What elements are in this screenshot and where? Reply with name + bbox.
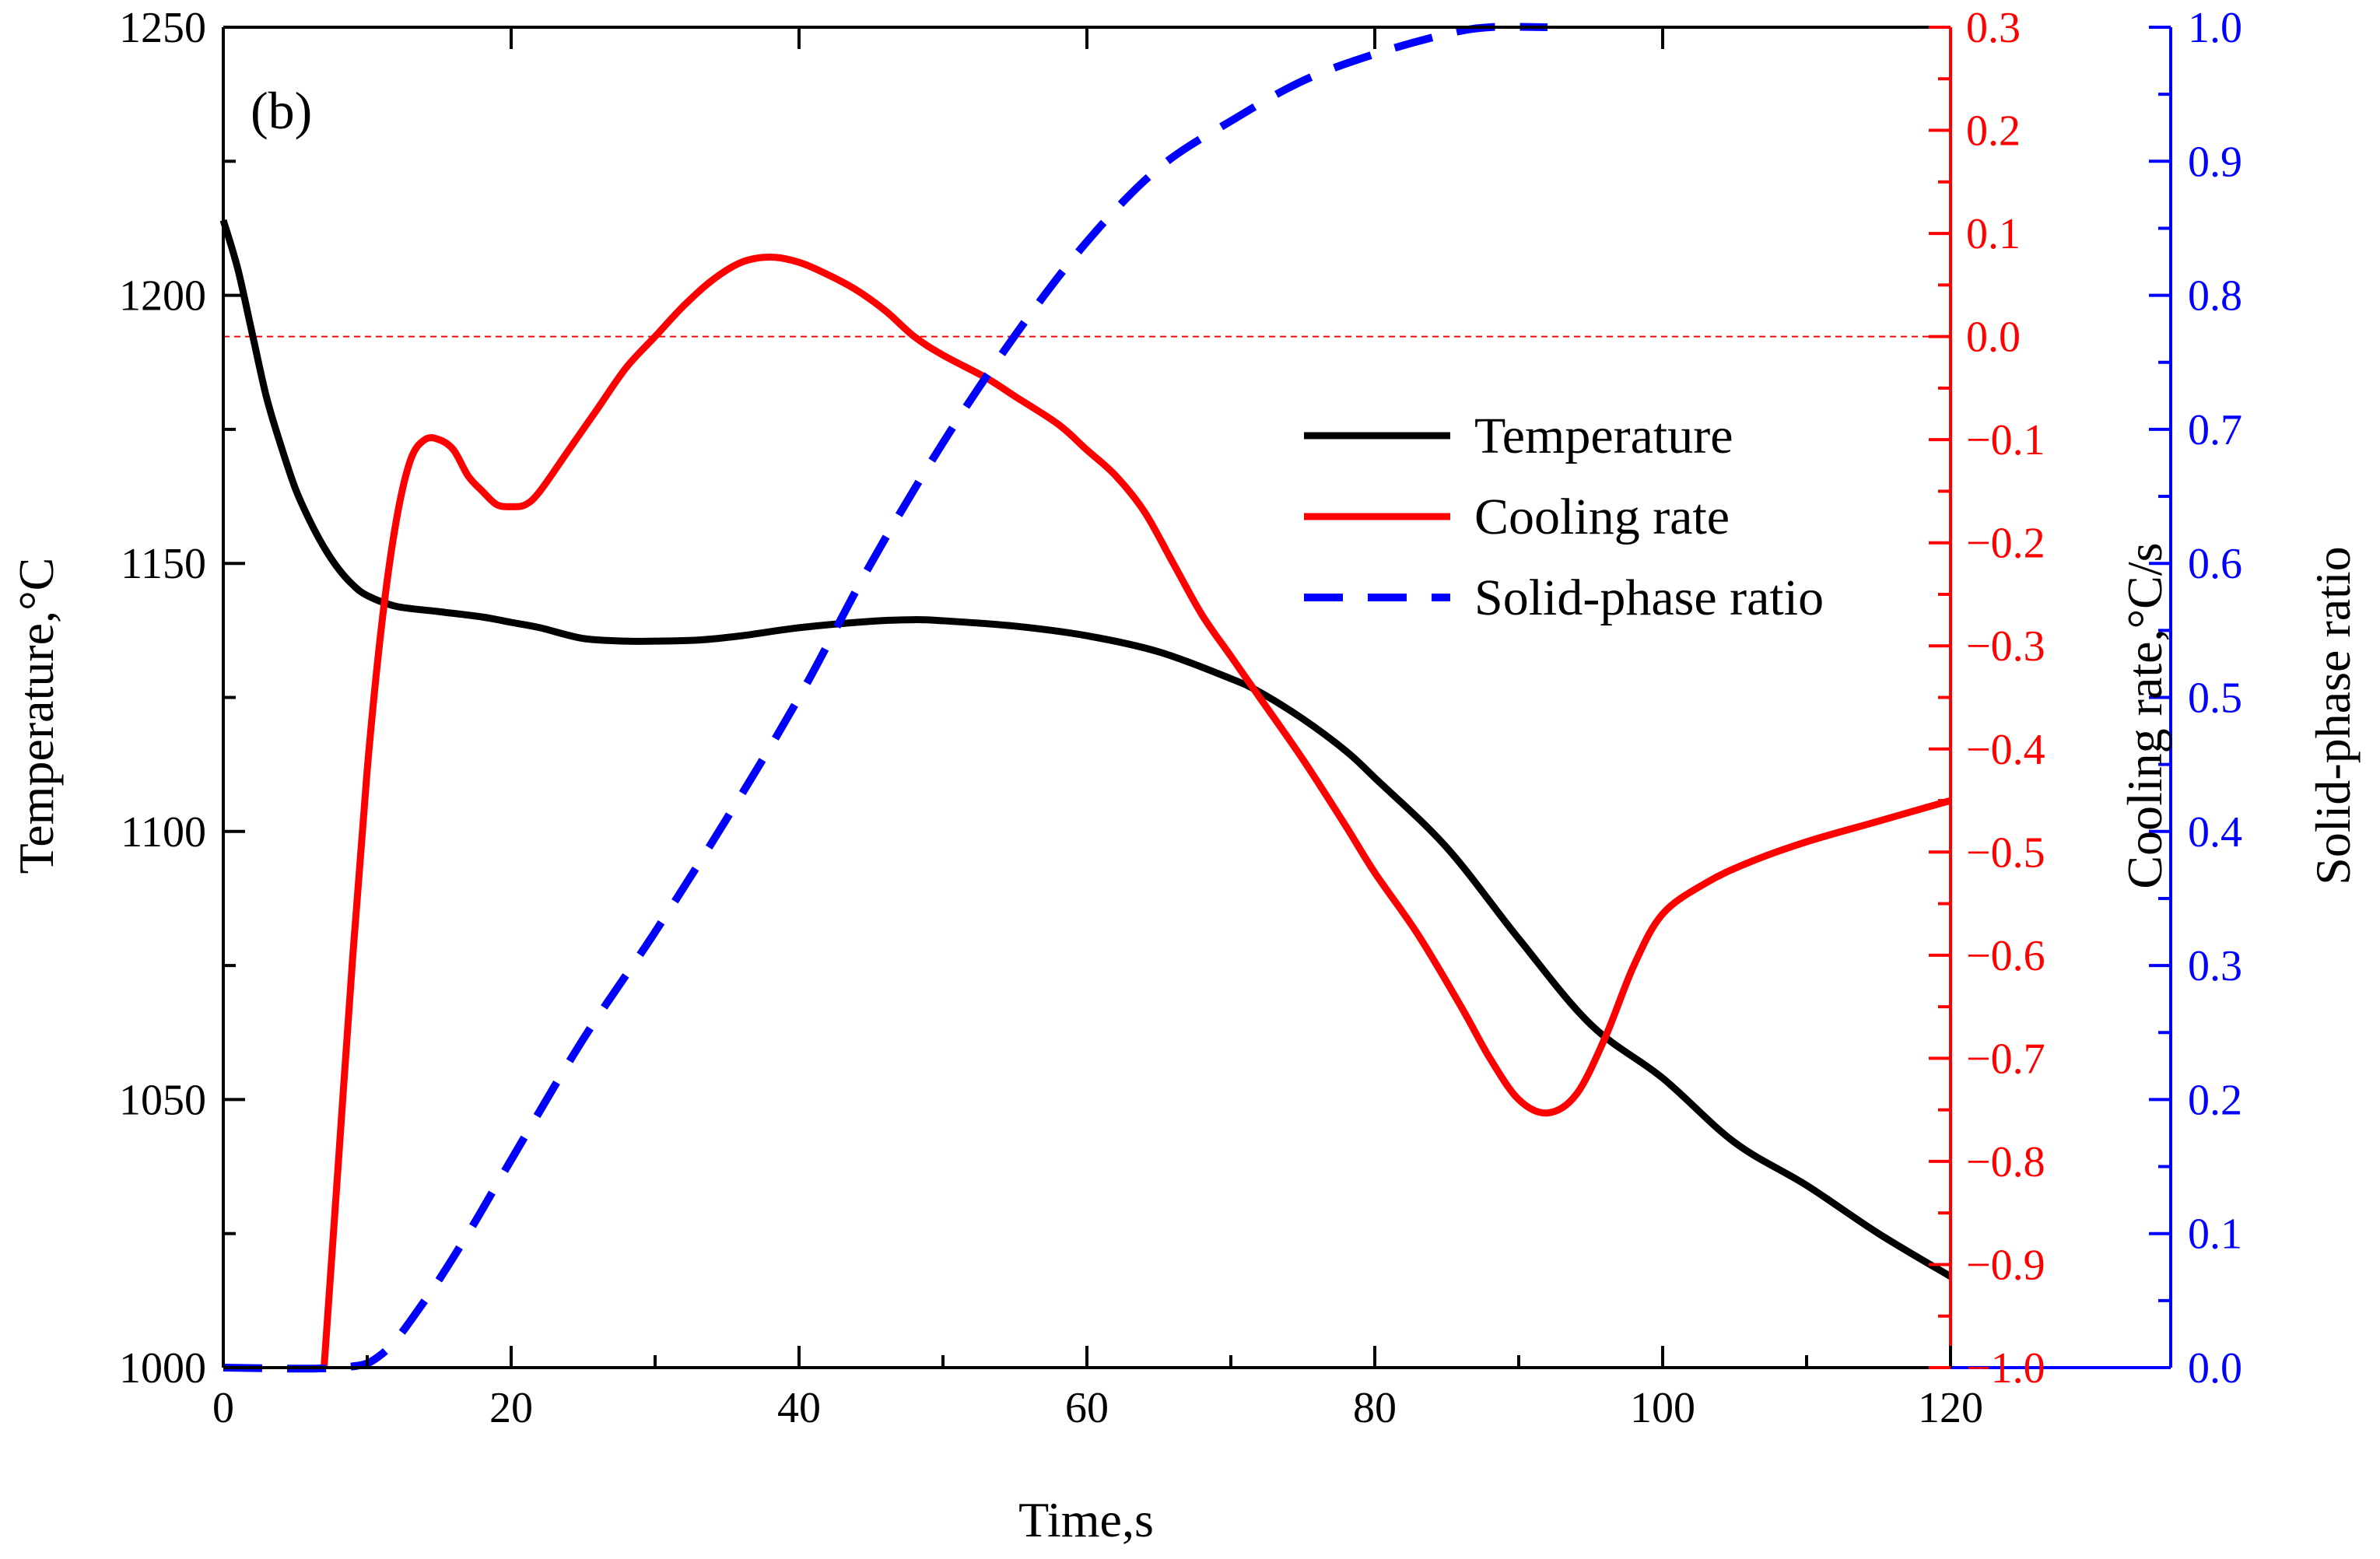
- series-line-solid-phase-ratio: [223, 23, 1548, 1373]
- y-tick-label-cooling-rate: 0.0: [1966, 314, 2021, 362]
- y-tick-label-cooling-rate: 0.1: [1966, 210, 2021, 258]
- y-tick-label-solid-phase-ratio: 0.2: [2188, 1076, 2242, 1124]
- y-tick-label-cooling-rate: −1.0: [1966, 1344, 2045, 1393]
- x-axis-title: Time,s: [1018, 1492, 1154, 1547]
- y-tick-label-solid-phase-ratio: 0.0: [2188, 1344, 2242, 1393]
- x-tick-label: 120: [1918, 1384, 1983, 1432]
- y-axis-title-solid-phase-ratio: Solid-phase ratio: [2305, 546, 2361, 885]
- y-tick-label-cooling-rate: −0.9: [1966, 1241, 2045, 1289]
- series-line-temperature: [219, 219, 1953, 1280]
- x-tick-label: 100: [1630, 1384, 1695, 1432]
- y-tick-label-solid-phase-ratio: 0.6: [2188, 540, 2242, 588]
- tick-labels-layer: 0 20 40 60 80 100 120 1000 1050 1100 1150 1200 1250 −…: [119, 4, 2242, 1432]
- x-tick-label: 60: [1065, 1384, 1109, 1432]
- y-tick-label-cooling-rate: −0.2: [1966, 520, 2045, 568]
- y-axis-title-temperature: Temperature,°C: [9, 558, 64, 874]
- y-tick-label-temperature: 1050: [119, 1076, 206, 1124]
- y-tick-label-cooling-rate: −0.7: [1966, 1035, 2045, 1083]
- y-tick-label-solid-phase-ratio: 0.8: [2188, 272, 2242, 321]
- y-tick-label-solid-phase-ratio: 0.3: [2188, 942, 2242, 990]
- y-tick-label-temperature: 1100: [121, 808, 206, 857]
- legend-label-solid-phase-ratio: Solid-phase ratio: [1474, 569, 1824, 626]
- axes-layer: [222, 26, 2172, 1369]
- y-axis-title-cooling-rate: Cooling rate,°C/s: [2117, 542, 2172, 888]
- y-tick-label-temperature: 1250: [119, 4, 206, 52]
- legend-label-temperature: Temperature: [1474, 408, 1733, 464]
- y-tick-label-cooling-rate: −0.5: [1966, 829, 2045, 877]
- legend: Temperature Cooling rate Solid-phase ratio: [1304, 408, 1824, 626]
- y-tick-label-cooling-rate: −0.6: [1966, 932, 2045, 980]
- y-tick-label-cooling-rate: 0.2: [1966, 107, 2021, 156]
- x-tick-label: 40: [777, 1384, 821, 1432]
- x-tick-label: 80: [1353, 1384, 1397, 1432]
- y-tick-label-cooling-rate: −0.8: [1966, 1138, 2045, 1186]
- y-tick-label-cooling-rate: −0.1: [1966, 416, 2045, 464]
- y-tick-label-solid-phase-ratio: 1.0: [2188, 4, 2242, 52]
- y-tick-label-solid-phase-ratio: 0.9: [2188, 138, 2242, 186]
- y-tick-label-cooling-rate: −0.4: [1966, 726, 2045, 774]
- y-tick-label-temperature: 1000: [119, 1344, 206, 1393]
- x-tick-label: 20: [489, 1384, 533, 1432]
- panel-label: (b): [251, 81, 312, 140]
- y-tick-label-solid-phase-ratio: 0.5: [2188, 674, 2242, 723]
- series-layer: [219, 23, 1953, 1373]
- y-tick-label-cooling-rate: 0.3: [1966, 4, 2021, 52]
- y-tick-label-temperature: 1150: [121, 540, 206, 588]
- y-tick-label-solid-phase-ratio: 0.4: [2188, 808, 2242, 857]
- y-tick-label-temperature: 1200: [119, 272, 206, 321]
- y-tick-label-cooling-rate: −0.3: [1966, 622, 2045, 671]
- y-tick-label-solid-phase-ratio: 0.1: [2188, 1210, 2242, 1259]
- x-tick-label: 0: [212, 1384, 234, 1432]
- series-line-cooling-rate: [321, 254, 1952, 1368]
- legend-label-cooling-rate: Cooling rate: [1474, 489, 1730, 545]
- y-tick-label-solid-phase-ratio: 0.7: [2188, 406, 2242, 454]
